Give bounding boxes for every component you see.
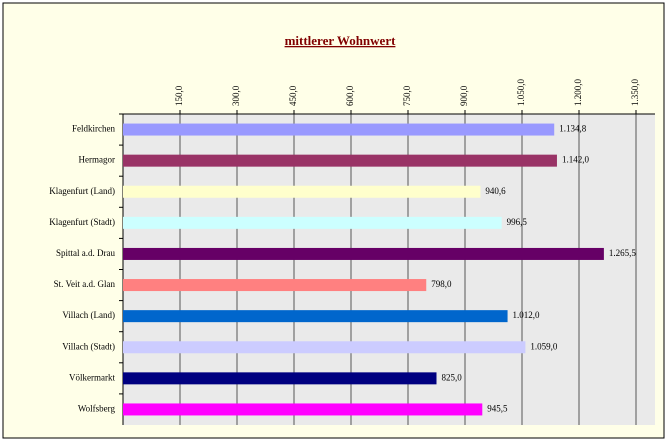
y-tick-label: Klagenfurt (Stadt) — [49, 217, 115, 227]
x-tick-label: 1.050,0 — [516, 79, 526, 107]
chart-title: mittlerer Wohnwert — [285, 33, 397, 48]
y-tick-label: Hermagor — [79, 155, 115, 165]
value-label: 1.142,0 — [562, 155, 590, 165]
bar — [123, 372, 437, 385]
x-tick-label: 450,0 — [288, 85, 298, 106]
value-label: 1.265,5 — [609, 248, 637, 258]
y-tick-label: Villach (Stadt) — [62, 341, 115, 351]
bar — [123, 247, 604, 260]
y-tick-label: Feldkirchen — [72, 124, 115, 134]
value-label: 1.059,0 — [530, 341, 558, 351]
bar — [123, 403, 483, 416]
x-tick-label: 1.350,0 — [630, 79, 640, 107]
value-label: 945,5 — [487, 404, 508, 414]
bar — [123, 154, 557, 167]
y-tick-label: Klagenfurt (Land) — [49, 186, 115, 196]
x-tick-label: 150,0 — [174, 85, 184, 106]
value-label: 940,6 — [485, 186, 506, 196]
bar — [123, 341, 526, 354]
y-tick-label: Wolfsberg — [78, 404, 116, 414]
x-tick-label: 600,0 — [345, 85, 355, 106]
y-tick-label: Spittal a.d. Drau — [56, 248, 115, 258]
value-label: 825,0 — [442, 372, 463, 382]
x-tick-label: 1.200,0 — [573, 79, 583, 107]
bar — [123, 185, 481, 198]
x-tick-label: 300,0 — [231, 85, 241, 106]
value-label: 798,0 — [431, 279, 452, 289]
value-label: 996,5 — [507, 217, 528, 227]
y-tick-label: Völkermarkt — [69, 372, 115, 382]
x-tick-label: 900,0 — [459, 85, 469, 106]
bar — [123, 310, 508, 323]
value-label: 1.012,0 — [513, 310, 541, 320]
y-tick-label: Villach (Land) — [62, 310, 115, 320]
x-tick-label: 750,0 — [402, 85, 412, 106]
y-tick-label: St. Veit a.d. Glan — [54, 279, 116, 289]
bar — [123, 216, 502, 229]
value-label: 1.134,8 — [559, 124, 587, 134]
bar — [123, 123, 555, 136]
bar — [123, 279, 427, 292]
